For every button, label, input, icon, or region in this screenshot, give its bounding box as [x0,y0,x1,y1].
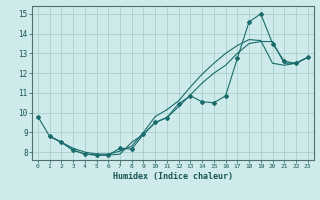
X-axis label: Humidex (Indice chaleur): Humidex (Indice chaleur) [113,172,233,181]
